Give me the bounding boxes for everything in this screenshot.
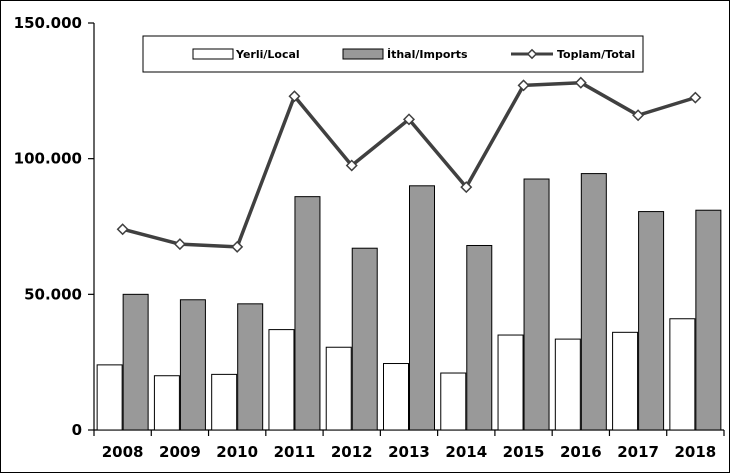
bar-local (325, 346, 352, 431)
bar-local (211, 373, 238, 431)
y-tick-label: 0 (72, 421, 82, 439)
legend: Yerli/Local İthal/Imports Toplam/Total (142, 35, 644, 73)
total-marker (517, 79, 530, 92)
bar-local (669, 318, 696, 431)
bar-local (96, 364, 123, 431)
bar-imports (351, 247, 378, 431)
chart-bars (96, 173, 722, 431)
x-tick-label: 2010 (216, 443, 258, 461)
total-marker (574, 76, 587, 89)
bar-local (554, 338, 581, 431)
bar-imports (695, 209, 722, 431)
y-tick-label: 100.000 (14, 150, 82, 168)
y-tick-label: 50.000 (24, 285, 82, 303)
bar-local (383, 363, 409, 431)
chart-axes: 0 50.000 100.000 150.000 2008 2009 2010 2011 201… (14, 14, 725, 461)
y-tick-label: 150.000 (14, 14, 82, 32)
total-marker (173, 238, 186, 251)
total-marker (689, 91, 702, 104)
legend-label-imports: İthal/Imports (387, 47, 468, 61)
x-tick-label: 2015 (503, 443, 545, 461)
bar-imports (237, 303, 264, 431)
legend-swatch-local (192, 48, 234, 60)
x-tick-label: 2008 (102, 443, 144, 461)
bar-imports (409, 185, 435, 431)
bar-imports (122, 293, 149, 431)
total-marker (231, 240, 244, 253)
total-marker (116, 223, 129, 236)
total-marker (460, 181, 473, 194)
bar-imports (580, 173, 607, 431)
x-tick-label: 2009 (159, 443, 201, 461)
x-tick-label: 2012 (331, 443, 373, 461)
bar-local (153, 375, 180, 431)
bar-imports (466, 244, 493, 431)
legend-label-local: Yerli/Local (235, 48, 300, 61)
x-tick-label: 2011 (274, 443, 316, 461)
x-tick-label: 2014 (445, 443, 487, 461)
total-marker (632, 109, 645, 122)
x-tick-label: 2013 (388, 443, 430, 461)
x-tick-label: 2018 (674, 443, 716, 461)
bar-imports (294, 196, 321, 431)
legend-label-total: Toplam/Total (557, 48, 635, 61)
legend-swatch-imports (342, 48, 384, 60)
x-tick-label: 2016 (560, 443, 602, 461)
bar-local (497, 334, 524, 431)
total-marker (345, 159, 358, 172)
bar-local (268, 329, 295, 431)
bar-imports (179, 299, 206, 431)
total-marker (402, 113, 416, 126)
bar-imports (523, 178, 550, 431)
x-tick-label: 2017 (617, 443, 659, 461)
bar-local (612, 331, 639, 431)
bar-imports (638, 211, 665, 431)
total-marker (288, 90, 301, 103)
legend-marker-total (526, 48, 538, 60)
bar-local (440, 372, 467, 431)
total-series (116, 76, 702, 253)
